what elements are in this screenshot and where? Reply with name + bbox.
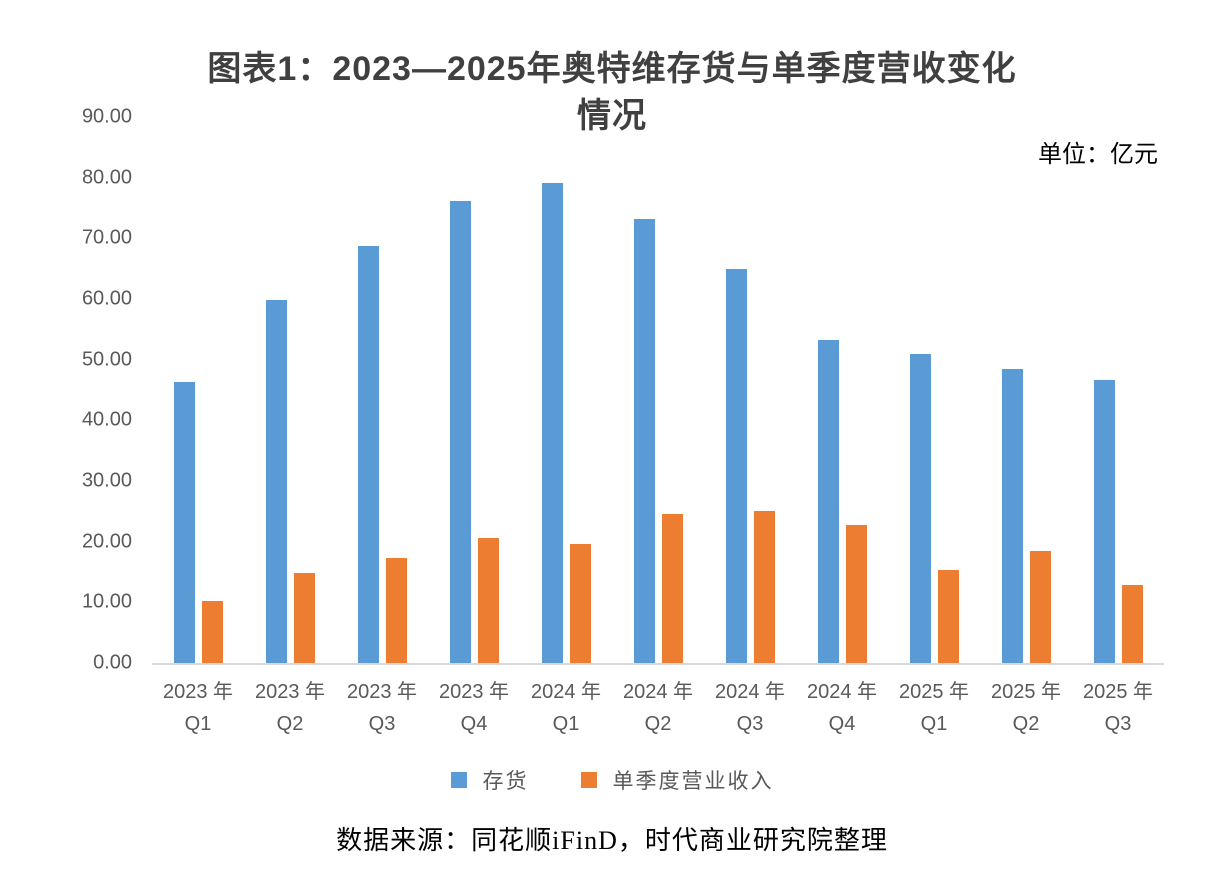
- bar-quarterly-revenue: [477, 538, 499, 663]
- x-tick-label: 2024 年 Q1: [530, 681, 602, 735]
- bar-quarterly-revenue: [385, 558, 407, 663]
- bar-inventory: [1001, 369, 1023, 663]
- bar-group: [520, 117, 612, 663]
- bar-group: [1072, 117, 1164, 663]
- bars-container: [152, 117, 1164, 663]
- bar-group: [704, 117, 796, 663]
- legend-swatch-inventory: [450, 772, 467, 788]
- bar-inventory: [1093, 379, 1115, 663]
- bar-inventory: [909, 353, 931, 663]
- bar-inventory: [541, 182, 563, 663]
- bar-inventory: [357, 246, 379, 663]
- y-axis: 90.00 80.00 70.00 60.00 50.00 40.00 30.00 20.00…: [50, 106, 132, 674]
- bar-inventory: [633, 218, 655, 663]
- bar-inventory: [265, 299, 287, 663]
- bar-quarterly-revenue: [661, 513, 683, 663]
- y-tick-label: 40.00: [81, 408, 132, 431]
- bar-quarterly-revenue: [845, 524, 867, 663]
- bar-group: [980, 117, 1072, 663]
- chart-title: 图表1：2023—2025年奥特维存货与单季度营收变化 情况: [0, 46, 1224, 140]
- bar-group: [612, 117, 704, 663]
- x-tick-label: 2025 年 Q3: [1082, 681, 1154, 735]
- x-tick-label: 2023 年 Q2: [254, 681, 326, 735]
- chart-title-line1: 图表1：2023—2025年奥特维存货与单季度营收变化: [207, 50, 1017, 88]
- y-tick-label: 70.00: [81, 226, 132, 249]
- legend-swatch-quarterly-revenue: [580, 772, 597, 788]
- x-tick-label: 2025 年 Q2: [990, 681, 1062, 735]
- bar-group: [796, 117, 888, 663]
- y-tick-label: 60.00: [81, 287, 132, 310]
- y-tick-label: 50.00: [81, 348, 132, 371]
- y-tick-label: 20.00: [81, 530, 132, 553]
- bar-quarterly-revenue: [937, 570, 959, 663]
- source-note: 数据来源：同花顺iFinD，时代商业研究院整理: [336, 826, 888, 855]
- bar-quarterly-revenue: [753, 510, 775, 663]
- x-tick-label: 2023 年 Q3: [346, 681, 418, 735]
- x-tick-label: 2024 年 Q4: [806, 681, 878, 735]
- y-tick-label: 90.00: [81, 105, 132, 128]
- bar-quarterly-revenue: [1029, 550, 1051, 663]
- x-tick-label: 2023 年 Q1: [162, 681, 234, 735]
- legend-label-quarterly-revenue: 单季度营业收入: [612, 769, 774, 793]
- legend-item-inventory: 存货: [450, 765, 529, 795]
- x-tick-label: 2025 年 Q1: [898, 681, 970, 735]
- bar-group: [152, 117, 244, 663]
- plot-area: [152, 117, 1164, 665]
- x-tick-label: 2023 年 Q4: [438, 681, 510, 735]
- y-tick-label: 10.00: [81, 590, 132, 613]
- legend-item-quarterly-revenue: 单季度营业收入: [580, 765, 774, 795]
- bar-quarterly-revenue: [201, 600, 223, 663]
- bar-group: [428, 117, 520, 663]
- unit-label: 单位：亿元: [1038, 142, 1158, 168]
- chart-title-line2: 情况: [577, 97, 647, 135]
- bar-inventory: [725, 268, 747, 663]
- x-axis-labels: 2023 年 Q1 2023 年 Q2 2023 年 Q3 2023 年 Q4 2024…: [152, 676, 1164, 740]
- bar-inventory: [449, 200, 471, 663]
- bar-quarterly-revenue: [1121, 584, 1143, 663]
- bar-group: [888, 117, 980, 663]
- y-tick-label: 30.00: [81, 469, 132, 492]
- x-tick-label: 2024 年 Q2: [622, 681, 694, 735]
- bar-group: [336, 117, 428, 663]
- legend: 存货 单季度营业收入: [0, 765, 1224, 795]
- y-tick-label: 80.00: [81, 166, 132, 189]
- bar-quarterly-revenue: [569, 544, 591, 663]
- bar-inventory: [173, 381, 195, 663]
- y-tick-label: 0.00: [93, 651, 132, 674]
- legend-label-inventory: 存货: [482, 769, 529, 793]
- bar-quarterly-revenue: [293, 573, 315, 663]
- x-tick-label: 2024 年 Q3: [714, 681, 786, 735]
- bar-inventory: [817, 339, 839, 663]
- bar-group: [244, 117, 336, 663]
